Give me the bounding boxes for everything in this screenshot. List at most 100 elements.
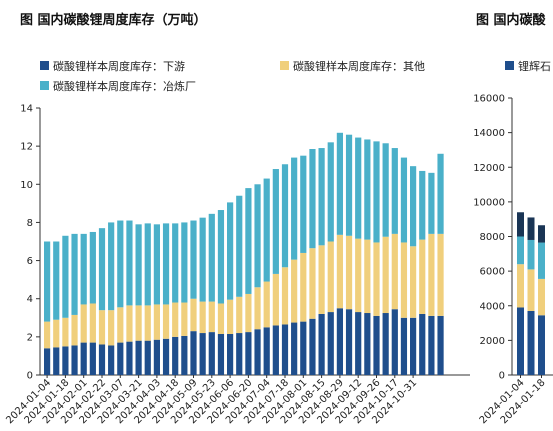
bar-segment-series-2: [135, 224, 142, 306]
bar-segment-series-2: [355, 137, 362, 239]
legend-label-smelter: 碳酸锂样本周度库存：冶炼厂: [53, 79, 196, 93]
bar-segment-series-1: [181, 302, 188, 336]
bar-segment-series-0: [71, 345, 78, 375]
bar-segment-series-0: [400, 317, 408, 375]
y-tick-label: 2000: [480, 336, 505, 347]
bar-segment-series-1: [318, 245, 325, 314]
y-tick-label: 6000: [480, 267, 505, 278]
y-tick-label: 0: [27, 371, 33, 382]
legend-swatch-other: [280, 61, 289, 70]
bar-segment-series-1: [89, 303, 96, 343]
bar-segment-series-2: [437, 153, 444, 234]
bar-segment-series-1: [364, 239, 371, 314]
bar-segment-series-2: [181, 222, 188, 303]
bar-segment-series-1: [410, 246, 417, 318]
bar-segment-series-2: [236, 195, 243, 297]
bar-segment-series-1: [291, 259, 298, 323]
bar-segment-series-2: [410, 166, 417, 247]
bar-segment-series-0: [236, 333, 243, 375]
bar-segment-series-3: [527, 217, 535, 240]
bar-segment-series-1: [44, 321, 51, 349]
bar-segment-series-1: [327, 241, 334, 313]
bar-segment-series-2: [391, 148, 398, 234]
bar-segment-series-2: [71, 233, 78, 315]
bar-segment-series-1: [309, 248, 316, 319]
bar-segment-series-1: [527, 269, 535, 311]
bar-segment-series-0: [428, 315, 435, 375]
chart-title-2: 图 国内碳酸: [476, 12, 547, 28]
bar-segment-series-0: [336, 308, 343, 375]
bar-segment-series-2: [318, 148, 325, 246]
bar-segment-series-0: [364, 313, 371, 375]
bar-segment-series-1: [355, 238, 362, 313]
bar-segment-series-0: [227, 333, 234, 375]
bar-segment-series-1: [172, 302, 179, 337]
bar-segment-series-0: [217, 333, 225, 375]
bar-segment-series-2: [345, 134, 353, 236]
bar-segment-series-1: [400, 242, 408, 318]
bar-segment-series-2: [428, 172, 435, 234]
bar-segment-series-1: [272, 273, 279, 326]
chart-title: 图 国内碳酸锂周度库存（万吨）: [20, 12, 207, 28]
bar-segment-series-0: [144, 340, 151, 375]
bar-segment-series-0: [327, 312, 334, 375]
bar-segment-series-1: [190, 298, 197, 332]
legend-swatch-smelter: [40, 81, 49, 90]
bar-segment-series-1: [300, 252, 307, 322]
y-tick-label: 10000: [473, 197, 505, 208]
bar-segment-series-2: [382, 143, 389, 237]
bar-segment-series-2: [254, 184, 261, 288]
bar-segment-series-1: [437, 233, 444, 316]
legend: 碳酸锂样本周度库存：下游 碳酸锂样本周度库存：其他 碳酸锂样本周度库存：冶炼厂 …: [40, 59, 551, 93]
bar-segment-series-2: [309, 149, 316, 249]
plot-area-2: 0200040006000800010000120001400016000202…: [473, 94, 553, 426]
bar-segment-series-2: [272, 169, 279, 274]
legend-label-other: 碳酸锂样本周度库存：其他: [293, 59, 425, 73]
bar-segment-series-1: [199, 301, 206, 334]
legend-swatch-spodumene: [505, 61, 514, 70]
y-tick-label: 10: [20, 180, 33, 191]
y-tick-label: 2: [27, 332, 33, 343]
bar-segment-series-1: [336, 234, 343, 309]
bar-segment-series-1: [117, 307, 124, 343]
bar-segment-series-0: [263, 327, 270, 375]
bar-segment-series-1: [281, 267, 289, 325]
bar-segment-series-1: [135, 305, 142, 341]
bar-segment-series-2: [144, 223, 151, 306]
bar-segment-series-2: [89, 231, 96, 304]
bar-segment-series-1: [62, 317, 69, 347]
bar-segment-series-0: [181, 335, 188, 375]
bar-segment-series-2: [53, 241, 60, 320]
bar-segment-series-0: [345, 309, 353, 375]
y-tick-label: 4000: [480, 301, 505, 312]
bar-segment-series-3: [517, 212, 524, 237]
bar-segment-series-1: [263, 281, 270, 328]
bar-segment-series-0: [98, 344, 106, 375]
bar-segment-series-2: [245, 188, 252, 294]
bar-segment-series-0: [162, 338, 170, 375]
bar-segment-series-0: [199, 333, 206, 375]
bar-segment-series-0: [355, 312, 362, 375]
bar-segment-series-2: [208, 213, 215, 302]
bar-segment-series-0: [190, 331, 197, 375]
bar-segment-series-2: [419, 170, 426, 240]
bar-segment-series-0: [272, 325, 279, 375]
bar-segment-series-2: [517, 236, 524, 265]
y-tick-label: 14: [20, 104, 33, 115]
legend-label-spodumene: 锂辉石: [518, 59, 551, 73]
bar-segment-series-2: [227, 202, 234, 300]
bar-segment-series-2: [117, 220, 124, 308]
bar-segment-series-2: [162, 223, 170, 305]
bar-segment-series-2: [126, 220, 133, 306]
bar-segment-series-1: [126, 305, 133, 342]
bar-segment-series-0: [89, 342, 96, 375]
bar-segment-series-2: [172, 223, 179, 303]
bar-segment-series-2: [62, 235, 69, 318]
bar-segment-series-1: [71, 314, 78, 346]
bar-segment-series-2: [373, 141, 380, 243]
bar-segment-series-0: [117, 342, 124, 375]
bar-segment-series-2: [400, 157, 408, 243]
y-tick-label: 12: [20, 142, 33, 153]
y-tick-label: 4: [27, 294, 33, 305]
bar-segment-series-0: [391, 309, 398, 375]
